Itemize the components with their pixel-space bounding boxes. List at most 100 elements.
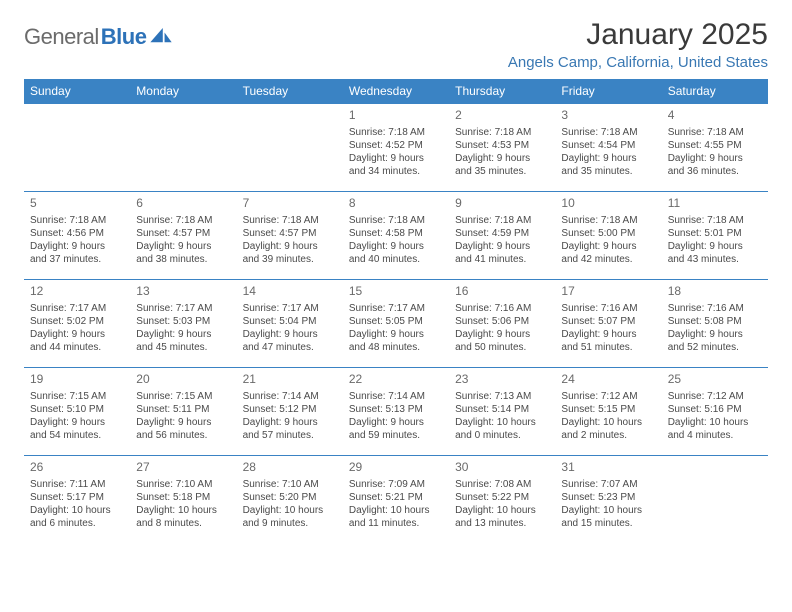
- calendar-cell: 27 Sunrise: 7:10 AM Sunset: 5:18 PM Dayli…: [130, 456, 236, 544]
- day-number: 1: [349, 108, 443, 124]
- day-header: Friday: [555, 79, 661, 104]
- day-number: 7: [243, 196, 337, 212]
- logo-text-gray: General: [24, 24, 99, 50]
- calendar-cell: 23 Sunrise: 7:13 AM Sunset: 5:14 PM Dayli…: [449, 368, 555, 456]
- day-info: Sunrise: 7:07 AM Sunset: 5:23 PM Dayligh…: [561, 478, 655, 530]
- calendar-cell: 19 Sunrise: 7:15 AM Sunset: 5:10 PM Dayli…: [24, 368, 130, 456]
- calendar-cell: 11 Sunrise: 7:18 AM Sunset: 5:01 PM Dayli…: [662, 192, 768, 280]
- day-info: Sunrise: 7:17 AM Sunset: 5:03 PM Dayligh…: [136, 302, 230, 354]
- calendar-cell: 13 Sunrise: 7:17 AM Sunset: 5:03 PM Dayli…: [130, 280, 236, 368]
- day-number: 28: [243, 460, 337, 476]
- title-block: January 2025 Angels Camp, California, Un…: [508, 18, 768, 71]
- calendar-cell: 29Sunrise: 7:09 AM Sunset: 5:21 PM Dayli…: [343, 456, 449, 544]
- day-info: Sunrise: 7:16 AM Sunset: 5:06 PM Dayligh…: [455, 302, 549, 354]
- day-number: 11: [668, 196, 762, 212]
- day-number: 8: [349, 196, 443, 212]
- calendar-page: GeneralBlue January 2025 Angels Camp, Ca…: [0, 0, 792, 544]
- day-info: Sunrise: 7:18 AM Sunset: 4:54 PM Dayligh…: [561, 126, 655, 178]
- day-header: Monday: [130, 79, 236, 104]
- calendar-cell: 17Sunrise: 7:16 AM Sunset: 5:07 PM Dayli…: [555, 280, 661, 368]
- day-number: 27: [136, 460, 230, 476]
- day-info: Sunrise: 7:12 AM Sunset: 5:15 PM Dayligh…: [561, 390, 655, 442]
- day-number: 26: [30, 460, 124, 476]
- day-number: 16: [455, 284, 549, 300]
- day-info: Sunrise: 7:16 AM Sunset: 5:08 PM Dayligh…: [668, 302, 762, 354]
- day-info: Sunrise: 7:17 AM Sunset: 5:04 PM Dayligh…: [243, 302, 337, 354]
- calendar-cell: 20 Sunrise: 7:15 AM Sunset: 5:11 PM Dayli…: [130, 368, 236, 456]
- day-number: 5: [30, 196, 124, 212]
- calendar-cell: 24Sunrise: 7:12 AM Sunset: 5:15 PM Dayli…: [555, 368, 661, 456]
- day-info: Sunrise: 7:18 AM Sunset: 5:01 PM Dayligh…: [668, 214, 762, 266]
- day-info: Sunrise: 7:15 AM Sunset: 5:10 PM Dayligh…: [30, 390, 124, 442]
- calendar-cell: 16 Sunrise: 7:16 AM Sunset: 5:06 PM Dayli…: [449, 280, 555, 368]
- day-info: Sunrise: 7:18 AM Sunset: 4:56 PM Dayligh…: [30, 214, 124, 266]
- day-info: Sunrise: 7:18 AM Sunset: 4:55 PM Dayligh…: [668, 126, 762, 178]
- day-info: Sunrise: 7:18 AM Sunset: 4:57 PM Dayligh…: [243, 214, 337, 266]
- day-info: Sunrise: 7:15 AM Sunset: 5:11 PM Dayligh…: [136, 390, 230, 442]
- calendar-cell: 22Sunrise: 7:14 AM Sunset: 5:13 PM Dayli…: [343, 368, 449, 456]
- calendar-week: 1 Sunrise: 7:18 AM Sunset: 4:52 PM Daylig…: [24, 104, 768, 192]
- day-info: Sunrise: 7:12 AM Sunset: 5:16 PM Dayligh…: [668, 390, 762, 442]
- day-info: Sunrise: 7:14 AM Sunset: 5:13 PM Dayligh…: [349, 390, 443, 442]
- calendar-cell: [237, 104, 343, 192]
- calendar-cell: 5 Sunrise: 7:18 AM Sunset: 4:56 PM Daylig…: [24, 192, 130, 280]
- calendar-cell: 2 Sunrise: 7:18 AM Sunset: 4:53 PM Daylig…: [449, 104, 555, 192]
- day-number: 19: [30, 372, 124, 388]
- day-number: 18: [668, 284, 762, 300]
- day-number: 2: [455, 108, 549, 124]
- day-number: 21: [243, 372, 337, 388]
- day-number: 15: [349, 284, 443, 300]
- day-header: Saturday: [662, 79, 768, 104]
- day-number: 13: [136, 284, 230, 300]
- calendar-cell: 9Sunrise: 7:18 AM Sunset: 4:59 PM Daylig…: [449, 192, 555, 280]
- day-info: Sunrise: 7:10 AM Sunset: 5:20 PM Dayligh…: [243, 478, 337, 530]
- calendar-cell: 3Sunrise: 7:18 AM Sunset: 4:54 PM Daylig…: [555, 104, 661, 192]
- calendar-cell: 12 Sunrise: 7:17 AM Sunset: 5:02 PM Dayli…: [24, 280, 130, 368]
- calendar-table: SundayMondayTuesdayWednesdayThursdayFrid…: [24, 79, 768, 544]
- day-number: 29: [349, 460, 443, 476]
- header: GeneralBlue January 2025 Angels Camp, Ca…: [24, 18, 768, 71]
- day-number: 17: [561, 284, 655, 300]
- calendar-cell: 7 Sunrise: 7:18 AM Sunset: 4:57 PM Daylig…: [237, 192, 343, 280]
- day-info: Sunrise: 7:17 AM Sunset: 5:02 PM Dayligh…: [30, 302, 124, 354]
- day-info: Sunrise: 7:18 AM Sunset: 5:00 PM Dayligh…: [561, 214, 655, 266]
- day-info: Sunrise: 7:18 AM Sunset: 4:52 PM Dayligh…: [349, 126, 443, 178]
- day-number: 6: [136, 196, 230, 212]
- calendar-cell: 21Sunrise: 7:14 AM Sunset: 5:12 PM Dayli…: [237, 368, 343, 456]
- day-number: 20: [136, 372, 230, 388]
- calendar-cell: 26Sunrise: 7:11 AM Sunset: 5:17 PM Dayli…: [24, 456, 130, 544]
- day-header: Thursday: [449, 79, 555, 104]
- day-info: Sunrise: 7:18 AM Sunset: 4:57 PM Dayligh…: [136, 214, 230, 266]
- logo-sail-icon: [150, 28, 172, 44]
- day-info: Sunrise: 7:18 AM Sunset: 4:58 PM Dayligh…: [349, 214, 443, 266]
- calendar-body: 1 Sunrise: 7:18 AM Sunset: 4:52 PM Daylig…: [24, 104, 768, 544]
- calendar-cell: 6 Sunrise: 7:18 AM Sunset: 4:57 PM Daylig…: [130, 192, 236, 280]
- day-info: Sunrise: 7:08 AM Sunset: 5:22 PM Dayligh…: [455, 478, 549, 530]
- day-number: 12: [30, 284, 124, 300]
- calendar-week: 5 Sunrise: 7:18 AM Sunset: 4:56 PM Daylig…: [24, 192, 768, 280]
- calendar-cell: 4 Sunrise: 7:18 AM Sunset: 4:55 PM Daylig…: [662, 104, 768, 192]
- calendar-cell: 28 Sunrise: 7:10 AM Sunset: 5:20 PM Dayli…: [237, 456, 343, 544]
- calendar-cell: 1 Sunrise: 7:18 AM Sunset: 4:52 PM Daylig…: [343, 104, 449, 192]
- day-info: Sunrise: 7:10 AM Sunset: 5:18 PM Dayligh…: [136, 478, 230, 530]
- day-number: 9: [455, 196, 549, 212]
- calendar-week: 26Sunrise: 7:11 AM Sunset: 5:17 PM Dayli…: [24, 456, 768, 544]
- day-header: Wednesday: [343, 79, 449, 104]
- logo: GeneralBlue: [24, 24, 172, 50]
- logo-text-blue: Blue: [101, 24, 147, 50]
- day-number: 10: [561, 196, 655, 212]
- day-number: 31: [561, 460, 655, 476]
- day-info: Sunrise: 7:18 AM Sunset: 4:53 PM Dayligh…: [455, 126, 549, 178]
- calendar-week: 12 Sunrise: 7:17 AM Sunset: 5:02 PM Dayli…: [24, 280, 768, 368]
- day-number: 30: [455, 460, 549, 476]
- day-number: 25: [668, 372, 762, 388]
- calendar-head: SundayMondayTuesdayWednesdayThursdayFrid…: [24, 79, 768, 104]
- month-title: January 2025: [508, 18, 768, 52]
- day-info: Sunrise: 7:13 AM Sunset: 5:14 PM Dayligh…: [455, 390, 549, 442]
- calendar-cell: [24, 104, 130, 192]
- calendar-cell: 25 Sunrise: 7:12 AM Sunset: 5:16 PM Dayli…: [662, 368, 768, 456]
- day-number: 14: [243, 284, 337, 300]
- calendar-cell: 14 Sunrise: 7:17 AM Sunset: 5:04 PM Dayli…: [237, 280, 343, 368]
- day-number: 23: [455, 372, 549, 388]
- day-number: 4: [668, 108, 762, 124]
